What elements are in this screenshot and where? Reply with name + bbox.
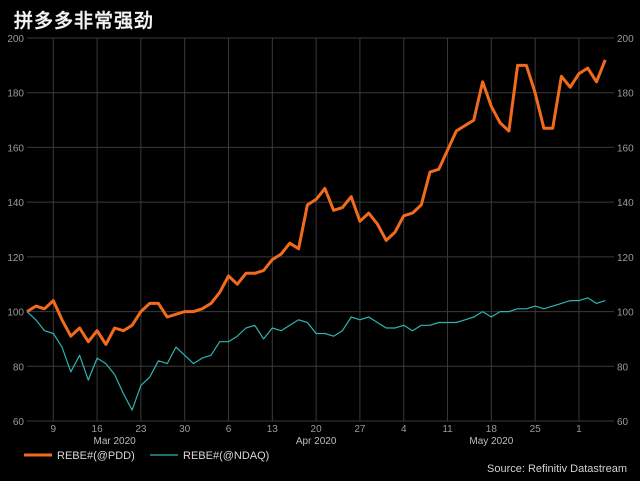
x-month-label: May 2020 [469, 436, 513, 447]
x-tick-label: 20 [311, 424, 323, 435]
y-tick-label-left: 80 [13, 362, 25, 373]
series-line-ndaq [26, 297, 606, 411]
y-axis-right: 60 80 100 120 140 160 180 200 [617, 34, 634, 428]
x-tick-label: 25 [530, 424, 542, 435]
x-tick-label: 30 [179, 424, 191, 435]
x-tick-label: 11 [442, 424, 453, 435]
x-tick-label: 23 [135, 424, 147, 435]
y-tick-label-right: 80 [617, 362, 629, 373]
x-tick-label: 1 [576, 424, 582, 435]
series-lines [26, 59, 607, 411]
x-axis: 9 16 23 30 6 13 20 27 4 11 18 25 1 Mar 2020 Apr 2020 Ma… [51, 424, 583, 447]
legend: REBE#(@PDD) REBE#(@NDAQ) [24, 450, 269, 462]
y-tick-label-right: 120 [617, 253, 634, 264]
x-tick-label: 27 [354, 424, 366, 435]
y-tick-label-right: 200 [617, 34, 634, 45]
y-tick-label-right: 100 [617, 308, 634, 319]
y-tick-label-left: 140 [7, 198, 24, 209]
y-tick-label-right: 60 [617, 417, 629, 428]
y-tick-label-right: 160 [617, 143, 634, 154]
x-tick-label: 4 [401, 424, 407, 435]
y-tick-label-left: 200 [7, 34, 24, 45]
chart-grid [27, 37, 614, 422]
y-tick-label-right: 180 [617, 89, 634, 100]
legend-label: REBE#(@NDAQ) [183, 450, 269, 462]
y-tick-label-left: 120 [7, 253, 24, 264]
y-axis-left: 60 80 100 120 140 160 180 200 [7, 34, 24, 428]
x-tick-label: 18 [486, 424, 498, 435]
legend-label: REBE#(@PDD) [57, 450, 135, 462]
x-month-label: Mar 2020 [93, 436, 136, 447]
chart-title: 拼多多非常强劲 [14, 10, 155, 32]
y-tick-label-left: 60 [13, 417, 25, 428]
source-note: Source: Refinitiv Datastream [487, 463, 627, 475]
y-tick-label-left: 160 [7, 143, 24, 154]
series-line-pdd [26, 59, 607, 346]
x-tick-label: 16 [92, 424, 104, 435]
x-tick-label: 9 [51, 424, 57, 435]
y-tick-label-right: 140 [617, 198, 634, 209]
x-tick-label: 6 [226, 424, 232, 435]
x-month-label: Apr 2020 [296, 436, 337, 447]
x-tick-label: 13 [267, 424, 279, 435]
y-tick-label-left: 180 [7, 89, 24, 100]
y-tick-label-left: 100 [7, 308, 24, 319]
